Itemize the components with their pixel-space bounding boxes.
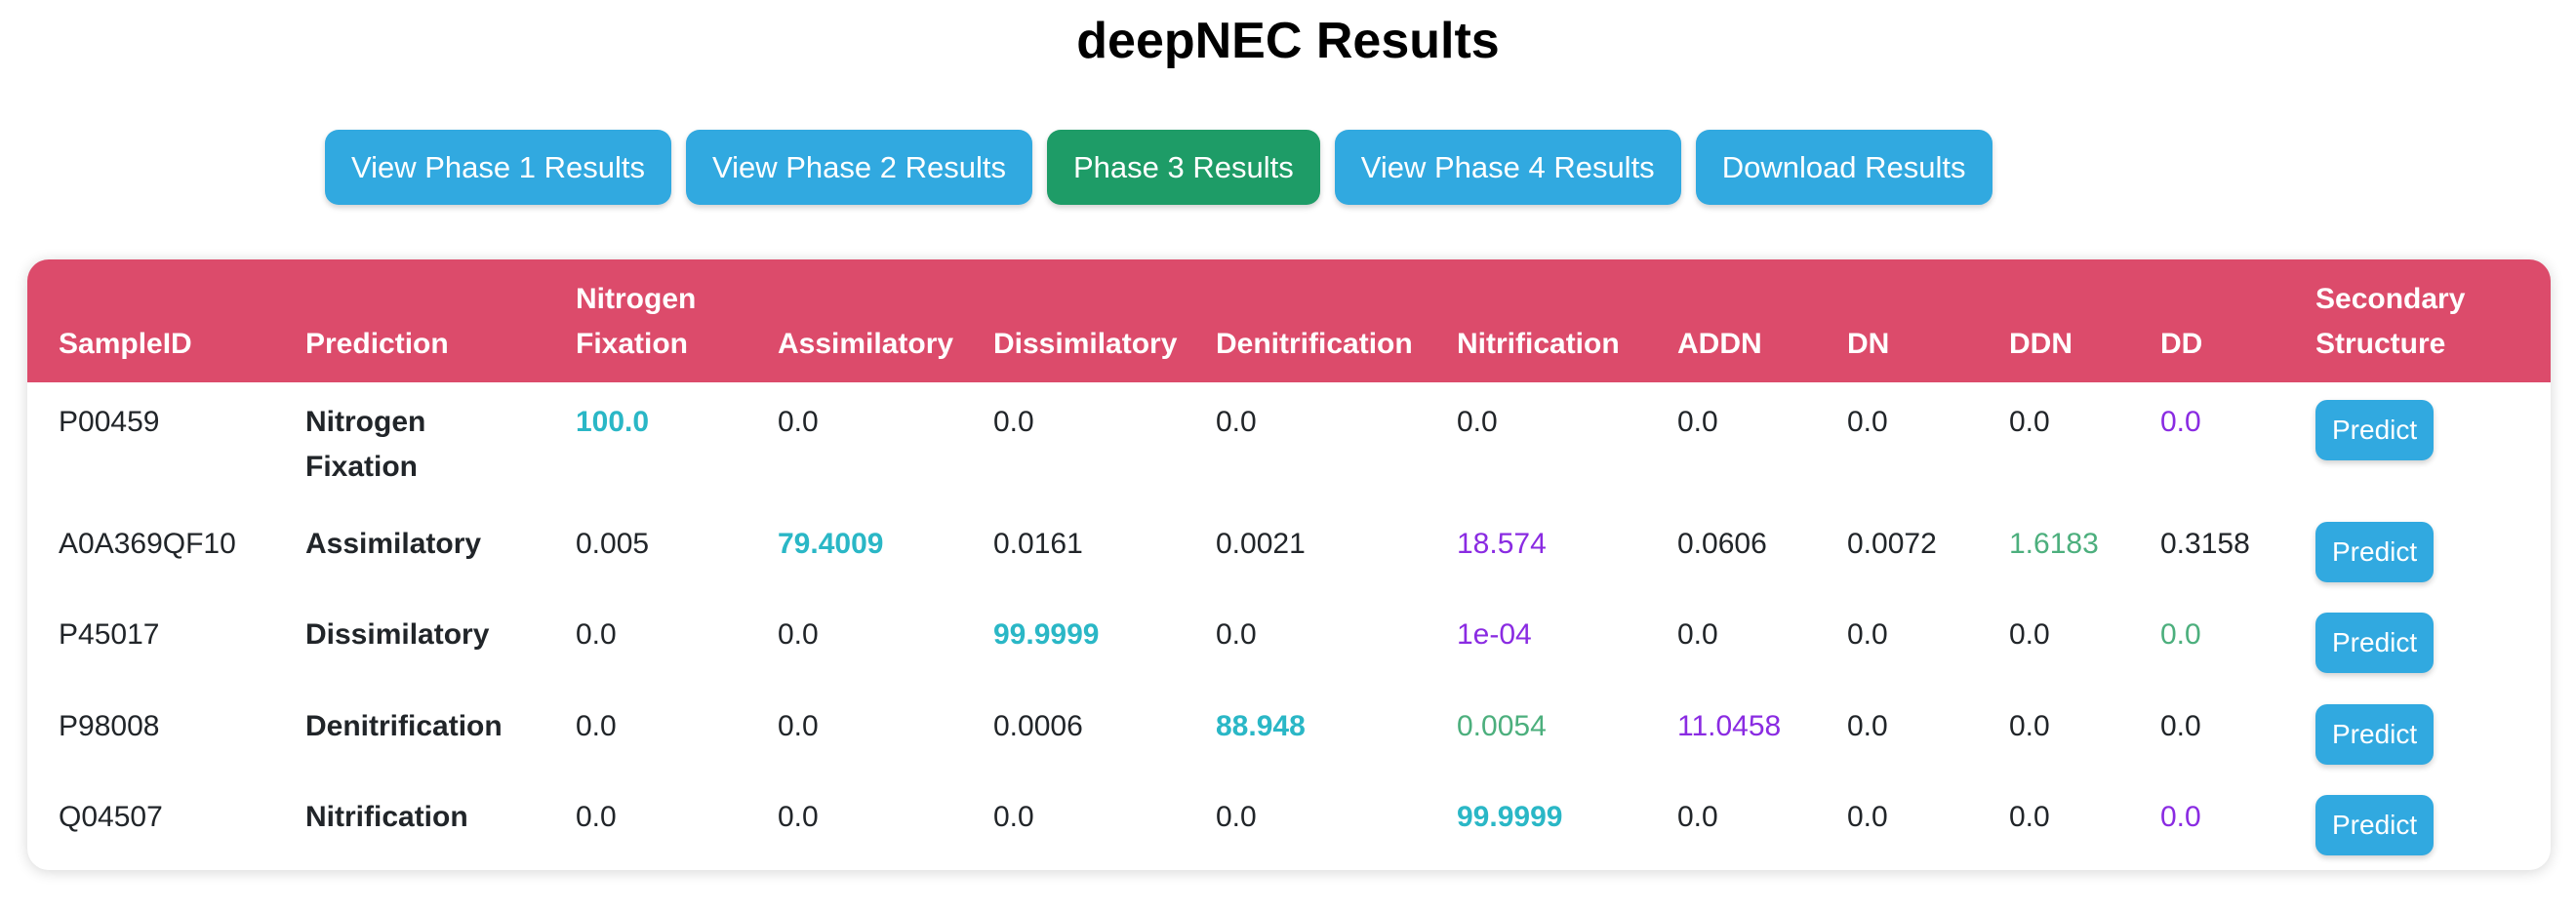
score-cell-denitrification: 0.0021 bbox=[1216, 528, 1306, 560]
score-cell-addn: 0.0606 bbox=[1677, 528, 1767, 560]
score-cell-nitrification: 0.0 bbox=[1457, 406, 1498, 438]
view-phase-1-button[interactable]: View Phase 1 Results bbox=[325, 130, 671, 205]
score-cell-dn: 0.0 bbox=[1847, 618, 1888, 651]
score-cell-dissimilatory: 0.0 bbox=[993, 801, 1034, 833]
predict-button[interactable]: Predict bbox=[2315, 795, 2435, 855]
score-cell-ddn: 0.0 bbox=[2009, 801, 2050, 833]
sample-id-cell: P00459 bbox=[59, 406, 160, 438]
score-cell-addn: 11.0458 bbox=[1677, 710, 1782, 742]
table-row: P98008 Denitrification 0.0 0.0 0.0006 88.948 0… bbox=[27, 687, 2551, 777]
score-cell-denitrification: 0.0 bbox=[1216, 406, 1257, 438]
predict-button[interactable]: Predict bbox=[2315, 704, 2435, 765]
secondary-structure-cell: Predict bbox=[2284, 595, 2551, 687]
column-header-denitrification: Denitrification bbox=[1216, 328, 1413, 360]
score-cell-ddn: 0.0 bbox=[2009, 618, 2050, 651]
column-header-assimilatory: Assimilatory bbox=[778, 328, 954, 360]
table-row: P45017 Dissimilatory 0.0 0.0 99.9999 0.0 1e-04… bbox=[27, 595, 2551, 687]
score-cell-dn: 0.0 bbox=[1847, 801, 1888, 833]
score-cell-nitrification: 18.574 bbox=[1457, 528, 1547, 560]
score-cell-addn: 0.0 bbox=[1677, 406, 1718, 438]
score-cell-dd: 0.0 bbox=[2160, 406, 2201, 438]
table-header-row: SampleID Prediction Nitrogen Fixation Assim… bbox=[27, 259, 2551, 382]
score-cell-assimilatory: 0.0 bbox=[778, 801, 819, 833]
score-cell-nitrogen-fixation: 0.0 bbox=[576, 801, 617, 833]
table-row: Q04507 Nitrification 0.0 0.0 0.0 0.0 99.9999 0.… bbox=[27, 777, 2551, 869]
score-cell-dd: 0.0 bbox=[2160, 618, 2201, 651]
score-cell-dissimilatory: 0.0006 bbox=[993, 710, 1083, 742]
secondary-structure-cell: Predict bbox=[2284, 777, 2551, 869]
sample-id-cell: Q04507 bbox=[59, 801, 163, 833]
secondary-structure-cell: Predict bbox=[2284, 504, 2551, 595]
predict-button[interactable]: Predict bbox=[2315, 400, 2435, 460]
column-header-prediction: Prediction bbox=[305, 328, 449, 360]
score-cell-ddn: 0.0 bbox=[2009, 710, 2050, 742]
secondary-structure-cell: Predict bbox=[2284, 382, 2551, 504]
score-cell-dd: 0.3158 bbox=[2160, 528, 2250, 560]
sample-id-cell: A0A369QF10 bbox=[59, 528, 236, 560]
score-cell-dn: 0.0 bbox=[1847, 406, 1888, 438]
score-cell-nitrification: 0.0054 bbox=[1457, 710, 1547, 742]
secondary-structure-cell: Predict bbox=[2284, 687, 2551, 777]
predict-button[interactable]: Predict bbox=[2315, 522, 2435, 582]
score-cell-addn: 0.0 bbox=[1677, 801, 1718, 833]
score-cell-denitrification: 0.0 bbox=[1216, 618, 1257, 651]
score-cell-nitrogen-fixation: 0.005 bbox=[576, 528, 650, 560]
score-cell-nitrogen-fixation: 0.0 bbox=[576, 618, 617, 651]
column-header-dn: DN bbox=[1847, 328, 1890, 360]
column-header-secondary-structure: Secondary Structure bbox=[2315, 283, 2466, 360]
page-title: deepNEC Results bbox=[1076, 13, 1500, 69]
sample-id-cell: P45017 bbox=[59, 618, 160, 651]
score-cell-dissimilatory: 0.0 bbox=[993, 406, 1034, 438]
table-body: P00459 Nitrogen Fixation 100.0 0.0 0.0 0.0 0.0… bbox=[27, 382, 2551, 869]
score-cell-nitrification: 99.9999 bbox=[1457, 801, 1563, 833]
phase-3-button[interactable]: Phase 3 Results bbox=[1046, 130, 1320, 205]
score-cell-assimilatory: 0.0 bbox=[778, 618, 819, 651]
score-cell-ddn: 1.6183 bbox=[2009, 528, 2099, 560]
score-cell-dissimilatory: 99.9999 bbox=[993, 618, 1100, 651]
score-cell-assimilatory: 0.0 bbox=[778, 406, 819, 438]
predict-button[interactable]: Predict bbox=[2315, 613, 2435, 673]
phase-toolbar: View Phase 1 Results View Phase 2 Result… bbox=[325, 130, 1992, 205]
prediction-cell: Dissimilatory bbox=[305, 618, 490, 651]
results-table-card: SampleID Prediction Nitrogen Fixation Assim… bbox=[27, 259, 2551, 870]
column-header-dissimilatory: Dissimilatory bbox=[993, 328, 1178, 360]
column-header-nitrification: Nitrification bbox=[1457, 328, 1620, 360]
table-row: P00459 Nitrogen Fixation 100.0 0.0 0.0 0.0 0.0… bbox=[27, 382, 2551, 504]
score-cell-dd: 0.0 bbox=[2160, 801, 2201, 833]
score-cell-nitrogen-fixation: 100.0 bbox=[576, 406, 650, 438]
score-cell-denitrification: 0.0 bbox=[1216, 801, 1257, 833]
prediction-cell: Assimilatory bbox=[305, 528, 482, 560]
column-header-dd: DD bbox=[2160, 328, 2203, 360]
results-table: SampleID Prediction Nitrogen Fixation Assim… bbox=[27, 259, 2551, 869]
score-cell-ddn: 0.0 bbox=[2009, 406, 2050, 438]
score-cell-dd: 0.0 bbox=[2160, 710, 2201, 742]
score-cell-assimilatory: 0.0 bbox=[778, 710, 819, 742]
prediction-cell: Nitrogen Fixation bbox=[305, 406, 426, 483]
score-cell-denitrification: 88.948 bbox=[1216, 710, 1306, 742]
score-cell-assimilatory: 79.4009 bbox=[778, 528, 884, 560]
column-header-ddn: DDN bbox=[2009, 328, 2073, 360]
column-header-nitrogen-fixation: Nitrogen Fixation bbox=[576, 283, 697, 360]
view-phase-4-button[interactable]: View Phase 4 Results bbox=[1334, 130, 1681, 205]
score-cell-nitrification: 1e-04 bbox=[1457, 618, 1532, 651]
view-phase-2-button[interactable]: View Phase 2 Results bbox=[685, 130, 1032, 205]
table-row: A0A369QF10 Assimilatory 0.005 79.4009 0.0161… bbox=[27, 504, 2551, 595]
column-header-sample-id: SampleID bbox=[59, 328, 192, 360]
score-cell-dissimilatory: 0.0161 bbox=[993, 528, 1083, 560]
score-cell-dn: 0.0 bbox=[1847, 710, 1888, 742]
score-cell-nitrogen-fixation: 0.0 bbox=[576, 710, 617, 742]
prediction-cell: Denitrification bbox=[305, 710, 503, 742]
download-results-button[interactable]: Download Results bbox=[1695, 130, 1992, 205]
column-header-addn: ADDN bbox=[1677, 328, 1762, 360]
score-cell-dn: 0.0072 bbox=[1847, 528, 1937, 560]
prediction-cell: Nitrification bbox=[305, 801, 468, 833]
sample-id-cell: P98008 bbox=[59, 710, 160, 742]
score-cell-addn: 0.0 bbox=[1677, 618, 1718, 651]
